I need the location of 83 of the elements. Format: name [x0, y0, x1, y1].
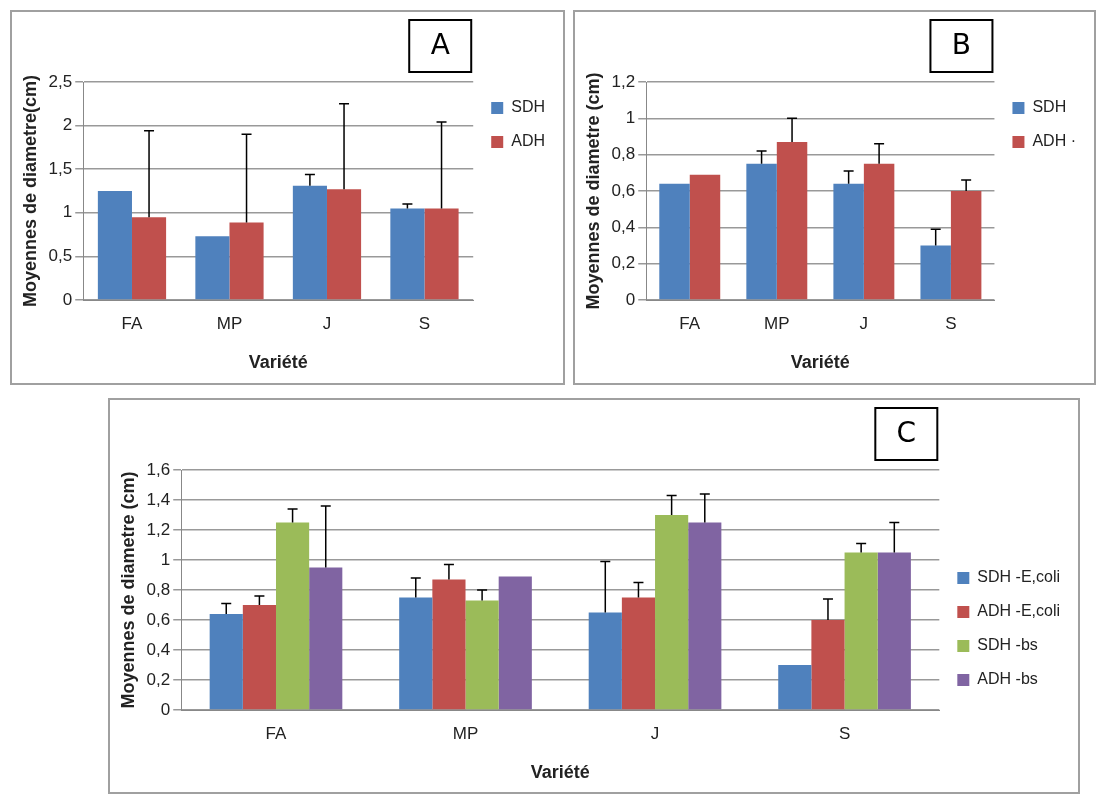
x-tick-label: FA [679, 313, 701, 333]
bar [811, 620, 845, 710]
x-tick-label: S [838, 723, 851, 743]
y-axis-title: Moyennes de diametre (cm) [117, 471, 138, 709]
y-tick-label: 1,4 [146, 489, 171, 509]
bar [689, 174, 721, 300]
bar [655, 515, 689, 710]
bar [920, 245, 951, 300]
bar [424, 208, 459, 300]
y-tick-label: 0,2 [146, 669, 171, 689]
y-axis-title: Moyennes de diametre (cm) [582, 72, 603, 310]
y-tick-label: 1,5 [48, 158, 73, 178]
bar [242, 605, 276, 710]
bar [844, 552, 878, 710]
x-axis-title: Variété [790, 352, 850, 373]
y-tick-label: 1,2 [146, 519, 171, 539]
bar [877, 552, 911, 710]
bar [97, 191, 132, 300]
x-axis-title: Variété [530, 762, 590, 783]
y-tick-label: 1 [160, 549, 171, 569]
y-tick-label: 0,4 [611, 217, 636, 237]
y-tick-label: 0,6 [611, 180, 636, 200]
x-tick-label: J [859, 313, 869, 333]
legend-label: SDH -E,coli [977, 568, 1061, 586]
bar [309, 567, 343, 710]
bar [776, 141, 808, 300]
bar [863, 163, 895, 300]
bar [390, 208, 425, 300]
bar [209, 614, 243, 710]
x-tick-label: MP [216, 313, 243, 333]
legend-label: ADH [511, 132, 545, 150]
chart-title: B [951, 28, 972, 62]
legend-label: ADH · [1032, 132, 1077, 150]
y-tick-label: 0 [160, 699, 171, 719]
bar [950, 191, 982, 300]
x-tick-label: J [322, 313, 332, 333]
legend-label: ADH -E,coli [977, 602, 1061, 620]
x-tick-label: S [418, 313, 431, 333]
legend-label: ADH -bs [977, 670, 1038, 688]
y-tick-label: 1 [62, 202, 73, 222]
y-tick-label: 0,8 [146, 579, 171, 599]
x-tick-label: MP [764, 313, 790, 333]
legend-label: SDH -bs [977, 636, 1038, 654]
bar [621, 597, 656, 710]
bar [778, 665, 812, 710]
bar [399, 597, 433, 710]
chart-title: A [430, 28, 450, 62]
bar [432, 579, 466, 710]
x-tick-label: FA [265, 723, 288, 743]
x-axis-title: Variété [248, 352, 308, 373]
y-tick-label: 0,4 [146, 639, 171, 659]
bar [833, 183, 864, 300]
y-tick-label: 0,5 [48, 246, 73, 266]
x-tick-label: MP [452, 723, 479, 743]
bar [229, 222, 264, 300]
x-tick-label: FA [121, 313, 144, 333]
bar [746, 163, 777, 300]
bar [588, 612, 622, 710]
y-tick-label: 1,6 [146, 459, 171, 479]
x-tick-label: S [945, 313, 957, 333]
y-tick-label: 0 [62, 289, 73, 309]
y-tick-label: 0,2 [611, 253, 636, 273]
y-tick-label: 0,6 [146, 609, 171, 629]
y-tick-label: 2 [62, 115, 73, 135]
chart-title: C [896, 416, 917, 450]
bar [275, 522, 310, 710]
y-tick-label: 0,8 [611, 144, 636, 164]
bar [659, 183, 690, 300]
y-axis-title: Moyennes de diametre(cm) [19, 74, 40, 308]
bar [131, 217, 167, 300]
y-tick-label: 1,2 [611, 71, 636, 91]
bar [498, 576, 532, 710]
legend-label: SDH [1032, 98, 1067, 116]
bar [195, 236, 230, 300]
legend-label: SDH [511, 98, 545, 116]
y-tick-label: 0 [625, 289, 636, 309]
x-tick-label: J [650, 723, 660, 743]
bar [292, 185, 327, 300]
bar [465, 600, 499, 710]
y-tick-label: 1 [625, 108, 636, 128]
bar [326, 189, 362, 300]
bar [688, 522, 722, 710]
y-tick-label: 2,5 [48, 71, 73, 91]
